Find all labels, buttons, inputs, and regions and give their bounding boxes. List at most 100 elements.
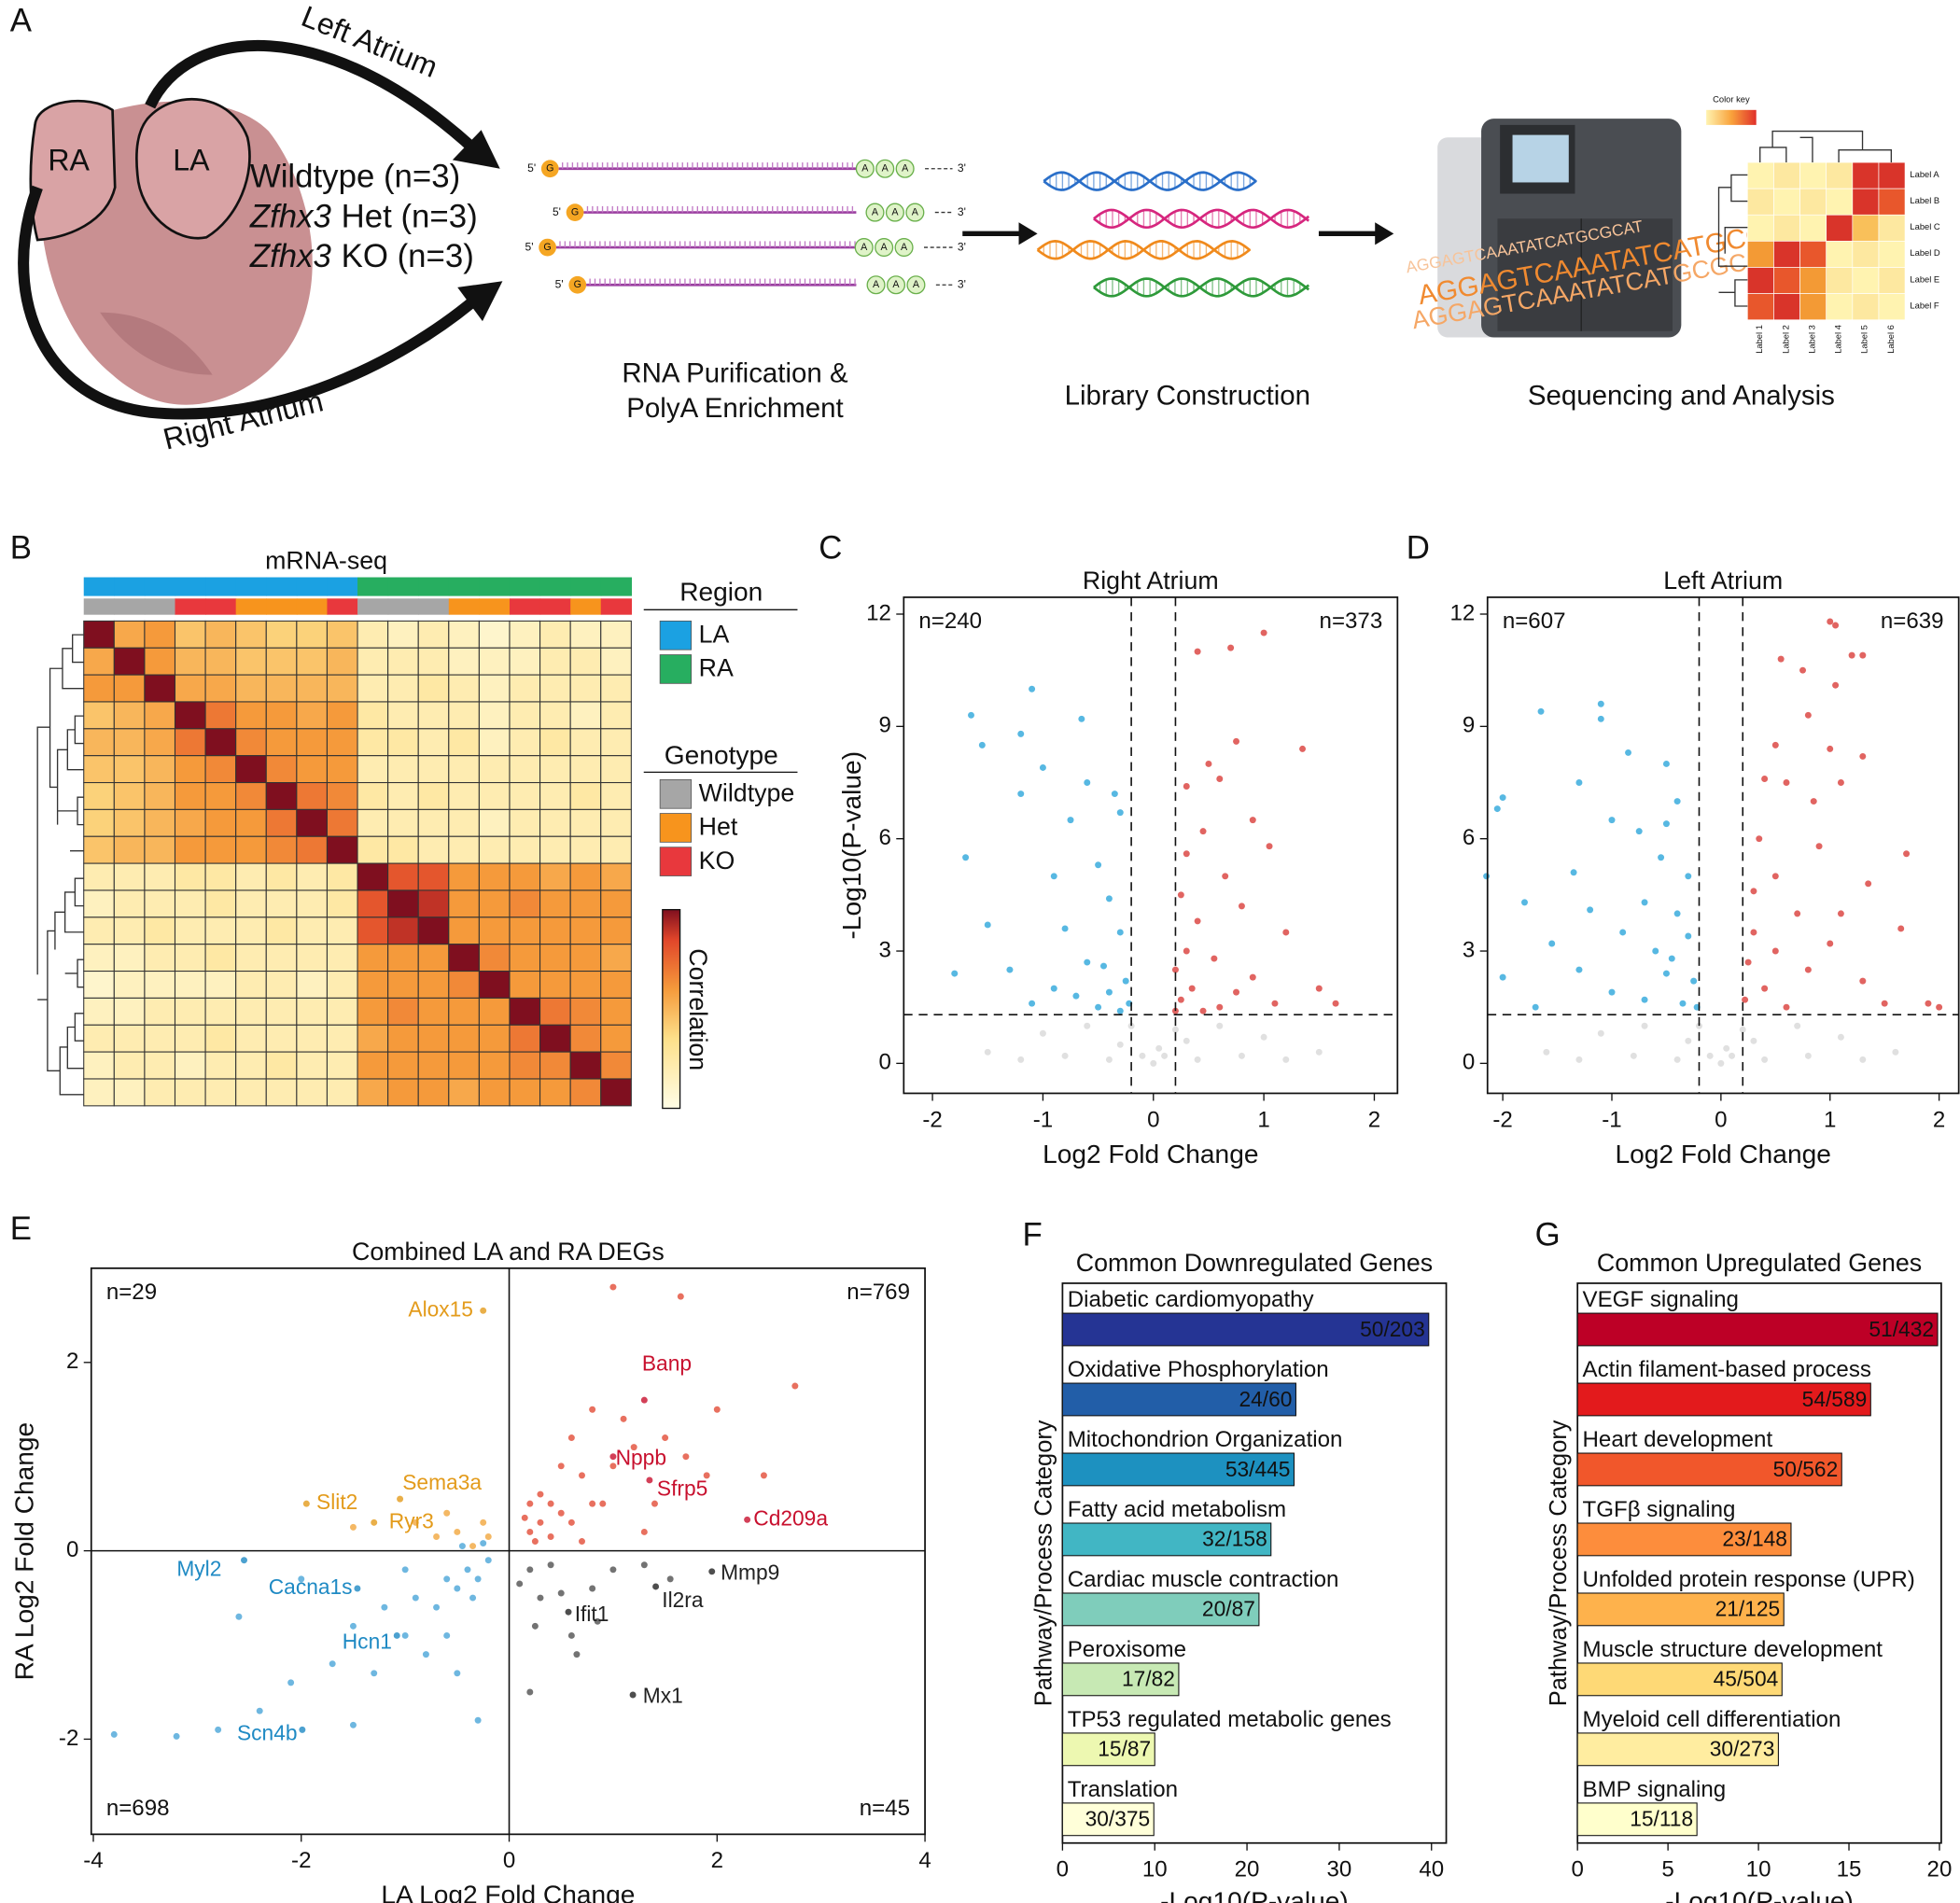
point xyxy=(1771,947,1779,955)
mini-cell xyxy=(1799,188,1827,216)
y-tick-label: 9 xyxy=(1463,713,1475,738)
heat-cell xyxy=(600,728,632,757)
point xyxy=(1673,1056,1681,1063)
mini-col-label: Label 5 xyxy=(1860,325,1869,354)
mini-row-label: Label B xyxy=(1910,196,1939,205)
heat-cell xyxy=(296,728,328,757)
category-label: TP53 regulated metabolic genes xyxy=(1068,1707,1392,1732)
heat-cell xyxy=(387,728,419,757)
point xyxy=(329,1660,336,1668)
heat-cell xyxy=(144,971,176,999)
mini-dendro xyxy=(1717,130,1893,307)
heat-cell xyxy=(448,889,480,918)
dendrogram xyxy=(36,634,84,1096)
bar xyxy=(1061,1802,1155,1837)
heat-cell xyxy=(539,728,571,757)
bar-label: 15/87 xyxy=(1098,1737,1151,1761)
gene: Zfhx3 xyxy=(249,238,332,274)
region-bar xyxy=(144,577,176,596)
heat-cell xyxy=(569,755,602,784)
heat-cell xyxy=(387,889,419,918)
heat-cell xyxy=(417,1024,450,1053)
bar-label: 32/158 xyxy=(1202,1527,1267,1551)
heat-cell xyxy=(387,971,419,999)
point xyxy=(666,1575,674,1583)
point xyxy=(1050,985,1057,992)
strand-end: 5' xyxy=(555,277,564,290)
heat-cell xyxy=(83,862,115,891)
heat-cell xyxy=(478,782,511,810)
point xyxy=(1084,779,1091,786)
legend-swatch xyxy=(659,779,693,809)
point xyxy=(1227,644,1235,651)
point xyxy=(1597,700,1604,707)
heat-cell xyxy=(113,835,146,864)
point xyxy=(609,1566,617,1574)
tail xyxy=(866,275,886,295)
category-label: Fatty acid metabolism xyxy=(1068,1497,1286,1522)
strand-end: 3' xyxy=(958,277,966,290)
point xyxy=(1116,1041,1124,1048)
bar-label: 30/375 xyxy=(1085,1807,1151,1831)
heat-cell xyxy=(296,1024,328,1053)
point-label: Ifit1 xyxy=(575,1602,609,1626)
heat-cell xyxy=(174,728,206,757)
labeled-point xyxy=(371,1518,378,1526)
labeled-point xyxy=(646,1476,653,1484)
arrow xyxy=(145,39,479,155)
heat-cell xyxy=(448,755,480,784)
point xyxy=(1039,1029,1046,1037)
point xyxy=(1183,783,1190,791)
point xyxy=(1161,1052,1169,1059)
category-label: Mitochondrion Organization xyxy=(1068,1427,1343,1452)
point xyxy=(1315,985,1323,992)
heat-cell xyxy=(357,701,389,730)
point xyxy=(703,1472,710,1479)
point xyxy=(978,741,986,749)
point xyxy=(1111,791,1118,798)
region-bar xyxy=(235,577,267,596)
point xyxy=(951,970,959,977)
heat-cell xyxy=(569,1051,602,1080)
point xyxy=(235,1613,243,1620)
point-label: Alox15 xyxy=(408,1296,473,1321)
point xyxy=(662,1434,669,1442)
point xyxy=(1815,843,1823,850)
point xyxy=(1662,820,1670,828)
genotype-bar xyxy=(175,598,206,615)
bar-label: 15/118 xyxy=(1630,1807,1693,1831)
heat-cell xyxy=(144,1078,176,1107)
heat-cell xyxy=(113,917,146,945)
mini-cell xyxy=(1773,214,1800,242)
heat-cell xyxy=(569,647,602,676)
point xyxy=(256,1707,263,1714)
point xyxy=(1641,899,1648,906)
point xyxy=(537,1518,544,1526)
mini-cell xyxy=(1826,188,1854,216)
heat-cell xyxy=(478,862,511,891)
heat-cell xyxy=(326,674,358,703)
mini-cell xyxy=(1746,293,1774,321)
heat-cell xyxy=(357,917,389,945)
point xyxy=(1679,1000,1687,1007)
heat-cell xyxy=(265,808,298,837)
point xyxy=(537,1594,544,1602)
point xyxy=(1837,1033,1844,1041)
point xyxy=(567,1518,575,1526)
heat-cell xyxy=(83,1078,115,1107)
x-axis-label: Log2 Fold Change xyxy=(1616,1140,1831,1168)
point xyxy=(1761,1056,1769,1063)
point xyxy=(1017,730,1025,737)
heat-cell xyxy=(417,971,450,999)
point xyxy=(630,1444,637,1451)
point xyxy=(480,1540,487,1547)
heat-cell xyxy=(265,971,298,999)
heat-cell xyxy=(235,1078,267,1107)
legend-label: Wildtype xyxy=(699,779,795,807)
heat-cell xyxy=(113,782,146,810)
heat-cell xyxy=(509,755,541,784)
point xyxy=(1865,880,1872,888)
point xyxy=(1017,1056,1025,1063)
heat-cell xyxy=(265,1078,298,1107)
chart-title: mRNA-seq xyxy=(265,547,387,575)
